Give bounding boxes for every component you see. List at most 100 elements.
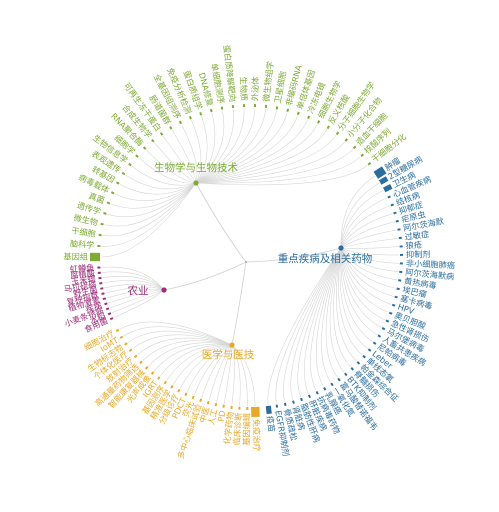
leaf-marker [275,404,279,408]
leaf-link [107,182,197,218]
leaf-marker [390,203,395,207]
leaf-link [208,344,233,401]
leaf-link [101,182,197,247]
leaf-link [310,247,342,391]
leaf-label: 脑科学 [70,238,95,250]
leaf-link [340,213,393,249]
leaf-marker [199,112,203,116]
leaf-link [113,289,165,318]
leaf-link [105,286,165,294]
leaf-marker [100,222,104,226]
leaf-link [125,174,197,190]
leaf-marker [352,145,357,150]
leaf-link [160,344,233,377]
leaf-link [340,175,376,249]
leaf-link [148,342,233,367]
leaf-link [102,182,197,237]
category-node [229,342,235,348]
leaf-marker [184,392,188,397]
leaf-marker [378,176,389,185]
leaf-label: 阿尔茨海默病 [405,267,455,282]
leaf-marker [367,348,372,352]
leaf-link [340,182,380,249]
leaf-label: 干细胞 [71,225,97,238]
leaf-link [179,344,233,389]
leaf-link [315,247,342,387]
leaf-link [336,247,357,362]
leaf-link [340,205,391,249]
leaf-link [195,108,234,184]
leaf-link [275,247,342,404]
leaf-link [231,344,235,405]
leaf-link [108,289,165,304]
leaf-label: 基因编辑 [241,413,252,446]
leaf-marker [388,311,393,315]
leaf-link [123,326,233,346]
leaf-marker [393,211,397,215]
leaf-marker [326,125,330,130]
leaf-marker [104,302,108,306]
leaf-marker [275,106,279,110]
leaf-link [340,247,389,313]
leaf-marker [119,335,124,339]
leaf-marker [265,405,272,415]
leaf-label: 中医 [197,405,211,424]
dendrogram-links [100,108,399,406]
leaf-marker [170,385,174,389]
leaf-link [193,344,233,396]
leaf-marker [362,354,366,359]
category-label: 医学与医技 [202,348,255,361]
leaf-link [340,247,394,297]
leaf-link [338,247,363,356]
leaf-link [340,221,395,249]
leaf-link [340,247,398,281]
leaf-link [127,330,233,346]
leaf-link [104,182,197,227]
leaf-link [223,344,233,404]
leaf-marker [350,367,354,371]
leaf-link [333,247,351,368]
leaf-label: 抑制剂 [406,249,431,259]
leaf-marker [116,181,120,185]
leaf-marker [377,334,382,338]
leaf-link [340,229,397,249]
leaf-marker [317,120,321,124]
leaf-label: 免疫治疗 [251,419,262,452]
leaf-link [267,247,342,405]
leaf-marker [121,171,126,176]
category-node [161,287,167,293]
leaf-label: 微生物组学 [261,61,275,103]
leaf-marker [144,366,149,370]
leaf-link [340,237,398,249]
leaf-marker [292,400,295,404]
leaf-link [340,247,392,305]
leaf-link [132,334,233,349]
leaf-link [329,247,345,373]
leaf-link [340,246,399,249]
leaf-marker [373,166,387,179]
leaf-marker [178,120,182,125]
leaf-marker [142,146,147,150]
leaf-marker [214,402,218,407]
leaf-marker [391,303,396,307]
leaf-marker [209,108,213,113]
leaf-marker [109,317,114,321]
leaf-link [195,112,216,184]
leaf-link [340,247,399,256]
leaf-marker [283,402,287,407]
leaf-marker [344,138,349,142]
leaf-marker [344,372,348,377]
leaf-link [137,337,233,355]
leaf-marker [133,354,138,359]
leaf-marker [360,153,365,158]
leaf-link [138,157,197,184]
leaf-link [231,344,256,406]
leaf-link [201,344,233,398]
leaf-marker [356,361,361,365]
leaf-label: 化学药物 [222,411,236,445]
leaf-link [340,247,382,328]
leaf-link [321,247,342,383]
leaf-marker [395,219,399,223]
leaf-marker [387,195,391,199]
